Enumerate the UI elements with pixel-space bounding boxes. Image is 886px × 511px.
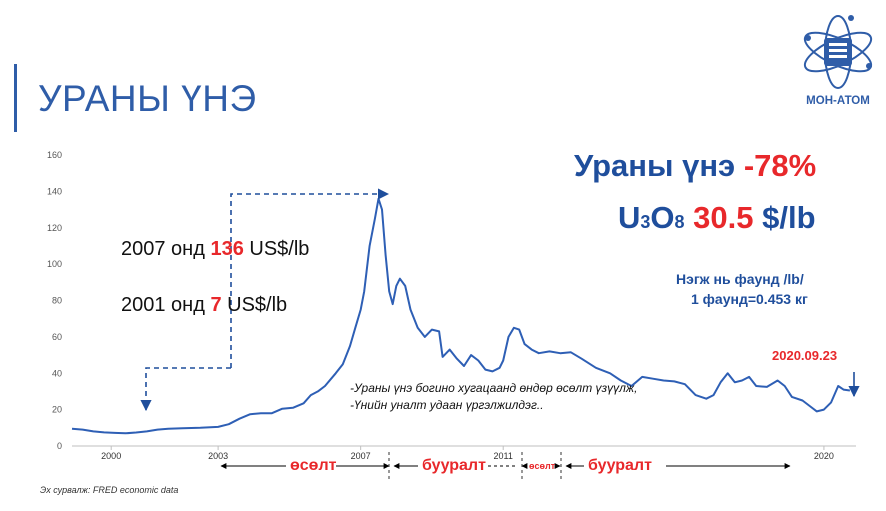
source-note: Эх сурвалж: FRED economic data — [40, 485, 179, 495]
annotation-2007-value: 136 — [210, 238, 244, 260]
formula-u: U — [618, 200, 641, 235]
headline-price: U3O8 30.5 $/lb — [618, 200, 816, 236]
annotation-2001-value: 7 — [210, 294, 222, 316]
x-tick-label: 2007 — [351, 451, 371, 461]
price-series-line — [71, 197, 851, 435]
date-label: 2020.09.23 — [772, 348, 838, 363]
note-line2: -Үнийн уналт удаан үргэлжилдэг.. — [350, 398, 544, 412]
peak-2007-guide — [230, 188, 390, 368]
y-tick-label: 60 — [52, 332, 62, 342]
x-tick-label: 2011 — [494, 451, 513, 461]
annotation-2001-prefix: 2001 онд — [121, 294, 205, 316]
annotation-2001: 2001 онд 7 US$/lb — [121, 294, 287, 317]
phase-label-decline-2: бууралт — [588, 457, 652, 474]
y-tick-label: 40 — [52, 368, 62, 378]
headline-change: Ураны үнэ -78% — [574, 148, 816, 184]
annotation-2001-unit: US$/lb — [227, 294, 288, 316]
headline-change-value: -78% — [743, 148, 817, 183]
title-accent-bar — [14, 64, 17, 132]
annotation-2007-unit: US$/lb — [249, 238, 310, 260]
note-line1: -Ураны үнэ богино хугацаанд өндөр өсөлт … — [350, 381, 638, 395]
formula-8: 8 — [674, 212, 685, 232]
y-tick-label: 100 — [47, 259, 62, 269]
y-tick-label: 140 — [47, 186, 62, 196]
logo: МОН-АТОМ — [796, 8, 880, 120]
y-tick-label: 80 — [52, 296, 62, 306]
formula-3: 3 — [640, 212, 651, 232]
price-unit: $/lb — [762, 200, 816, 235]
y-tick-label: 0 — [57, 441, 62, 451]
atom-logo-icon — [803, 15, 873, 89]
unit-note-line2: 1 фаунд=0.453 кг — [691, 291, 808, 307]
x-tick-label: 2020 — [814, 451, 834, 461]
phase-label-decline-1: бууралт — [422, 457, 486, 474]
x-tick-label: 2000 — [101, 451, 121, 461]
annotation-2007-prefix: 2007 онд — [121, 238, 205, 260]
low-2001-guide — [140, 367, 231, 412]
phase-label-growth-1: өсөлт — [290, 457, 337, 474]
y-tick-label: 160 — [47, 150, 62, 160]
headline-prefix: Ураны үнэ — [574, 148, 736, 183]
formula-o: O — [650, 200, 675, 235]
y-tick-label: 120 — [47, 223, 62, 233]
page-title: УРАНЫ ҮНЭ — [38, 78, 257, 119]
price-value: 30.5 — [693, 200, 754, 235]
logo-text: МОН-АТОМ — [806, 95, 870, 107]
y-tick-label: 20 — [52, 405, 62, 415]
unit-note-line1: Нэгж нь фаунд /lb/ — [676, 271, 804, 287]
annotation-2007: 2007 онд 136 US$/lb — [121, 238, 309, 261]
x-tick-label: 2003 — [208, 451, 228, 461]
phase-label-growth-2: өсөлт — [529, 461, 556, 471]
